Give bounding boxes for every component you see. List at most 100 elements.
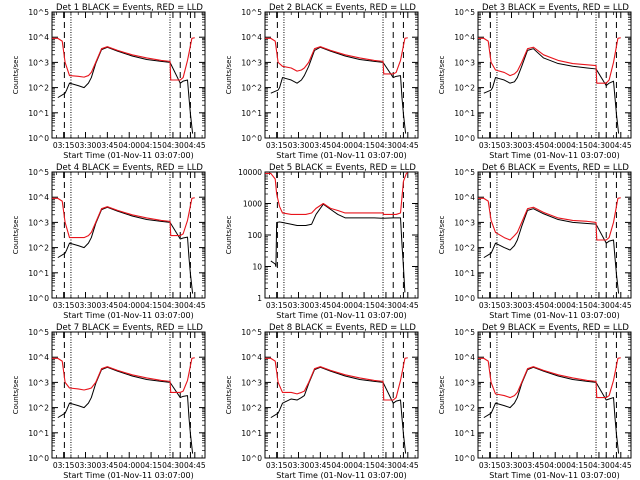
detector-chart-7: Det 7 BLACK = Events, RED = LLD 10^0 10^1 1… [12,323,206,480]
y-axis-label: Counts/sec [438,376,446,415]
y-tick-label: 10^1 [28,269,49,278]
y-tick-label: 10^3 [454,378,475,387]
y-tick-label: 10^0 [454,134,475,143]
x-tick-label: 03:30 [288,141,310,150]
series-group [52,357,195,454]
chart-title: Det 7 BLACK = Events, RED = LLD [56,323,203,333]
y-tick-label: 10^4 [454,353,475,362]
x-tick-label: 04:45 [397,461,419,470]
x-tick-label: 03:45 [523,301,545,310]
y-axis-label: Counts/sec [225,216,233,255]
x-tick-label: 03:45 [310,141,332,150]
y-tick-label: 10^0 [241,134,262,143]
x-tick-label: 04:15 [566,461,588,470]
y-tick-label: 10^3 [28,58,49,67]
y-tick-label: 10^4 [241,353,262,362]
events-series-line [270,203,406,293]
y-tick-label: 10^3 [241,58,262,67]
y-tick-label: 10^1 [241,109,262,118]
y-tick-label: 10^4 [28,193,49,202]
y-tick-label: 10^0 [241,454,262,463]
x-axis-label: Start Time (01-Nov-11 03:07:00) [276,151,406,160]
detector-chart-9: Det 9 BLACK = Events, RED = LLD 10^0 10^1 1… [438,323,632,480]
series-group [478,197,621,294]
x-tick-label: 04:30 [162,301,184,310]
y-tick-label: 10000 [238,168,262,177]
x-tick-label: 04:45 [610,141,632,150]
lld-series-line [265,37,408,75]
x-tick-label: 04:15 [140,461,162,470]
x-tick-label: 04:30 [375,461,397,470]
x-tick-label: 03:15 [479,461,501,470]
events-series-line [483,48,620,134]
x-tick-label: 03:45 [97,301,119,310]
x-axis-label: Start Time (01-Nov-11 03:07:00) [276,311,406,320]
detector-chart-4: Det 4 BLACK = Events, RED = LLD 10^0 10^1 1… [12,163,206,320]
x-tick-label: 04:00 [544,461,566,470]
plot-frame [51,11,206,139]
x-axis-label: Start Time (01-Nov-11 03:07:00) [489,471,619,480]
x-tick-label: 03:15 [266,461,288,470]
x-tick-label: 04:15 [140,301,162,310]
chart-title: Det 3 BLACK = Events, RED = LLD [482,3,629,13]
detector-chart-6: Det 6 BLACK = Events, RED = LLD 10^0 10^1 1… [438,163,632,320]
y-tick-label: 10^2 [454,404,475,413]
series-group [52,37,195,134]
x-tick-label: 04:15 [353,301,375,310]
plot-frame [51,171,206,299]
x-tick-label: 03:30 [501,301,523,310]
lld-series-line [52,357,195,393]
x-tick-label: 03:15 [53,141,75,150]
x-tick-label: 04:30 [375,301,397,310]
x-tick-label: 04:15 [140,141,162,150]
y-tick-label: 10^3 [241,378,262,387]
events-series-line [57,206,194,294]
lld-series-line [265,357,408,401]
series-group [478,357,621,454]
y-tick-label: 10^3 [454,218,475,227]
y-tick-label: 10^5 [241,8,262,17]
x-tick-label: 04:45 [184,141,206,150]
plot-frame [264,331,419,459]
detector-panel-2: Det 2 BLACK = Events, RED = LLD 10^0 10^1 1… [213,0,426,160]
x-tick-label: 03:45 [523,141,545,150]
y-tick-label: 10^5 [454,328,475,337]
events-series-line [270,366,407,454]
x-tick-label: 04:15 [566,141,588,150]
x-axis-label: Start Time (01-Nov-11 03:07:00) [489,151,619,160]
x-tick-label: 04:00 [331,461,353,470]
x-tick-label: 04:00 [331,141,353,150]
plot-frame [264,11,419,139]
x-tick-label: 03:15 [53,461,75,470]
x-tick-label: 03:15 [266,141,288,150]
detector-chart-5: Det 5 BLACK = Events, RED = LLD 1 10 100 100… [225,163,419,320]
y-tick-label: 10^2 [241,404,262,413]
detector-panel-5: Det 5 BLACK = Events, RED = LLD 1 10 100 100… [213,160,426,320]
x-tick-label: 04:00 [118,301,140,310]
y-tick-label: 10^5 [28,168,49,177]
x-tick-label: 03:30 [75,461,97,470]
plot-frame [264,171,419,299]
x-tick-label: 04:30 [588,141,610,150]
plot-frame [477,171,632,299]
x-tick-label: 03:30 [288,301,310,310]
events-series-line [483,366,620,454]
x-tick-label: 04:45 [184,301,206,310]
events-series-line [270,46,407,134]
series-group [265,357,408,454]
x-tick-label: 03:15 [479,301,501,310]
y-axis-label: Counts/sec [225,56,233,95]
x-tick-label: 03:45 [523,461,545,470]
x-tick-label: 04:30 [588,301,610,310]
series-group [265,37,408,134]
lld-series-line [478,197,621,241]
x-axis-label: Start Time (01-Nov-11 03:07:00) [63,311,193,320]
x-tick-label: 03:30 [501,141,523,150]
chart-title: Det 2 BLACK = Events, RED = LLD [269,3,416,13]
y-tick-label: 1000 [243,200,262,209]
y-tick-label: 10^5 [28,8,49,17]
detector-panel-4: Det 4 BLACK = Events, RED = LLD 10^0 10^1 1… [0,160,213,320]
y-tick-label: 10^0 [454,294,475,303]
y-tick-label: 10^4 [28,33,49,42]
